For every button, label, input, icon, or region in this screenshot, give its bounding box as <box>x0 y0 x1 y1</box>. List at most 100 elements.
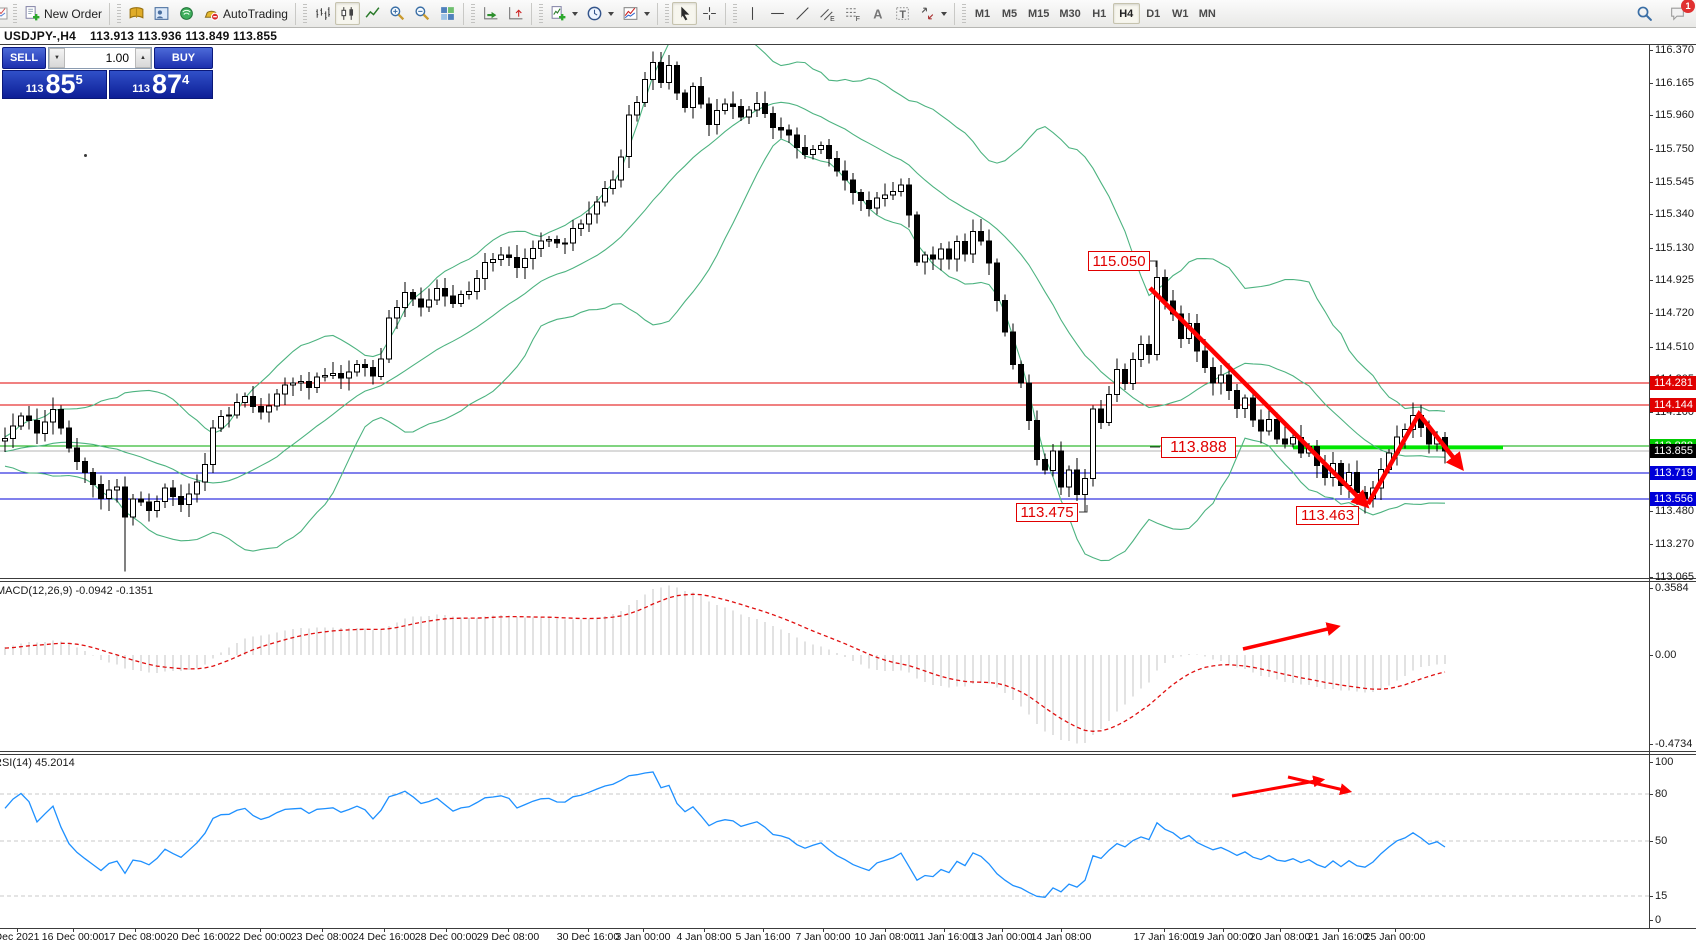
vertical-line-button[interactable] <box>740 2 765 25</box>
periods-button[interactable] <box>582 2 618 25</box>
date-tick-label: 20 Jan 08:00 <box>1249 931 1311 943</box>
toolbar-group-handle[interactable] <box>538 3 543 24</box>
navigator-button[interactable] <box>149 2 174 25</box>
text-label-button[interactable]: T <box>890 2 915 25</box>
tile-windows-button[interactable] <box>435 2 460 25</box>
axis-tick-mark <box>1649 920 1653 921</box>
auto-scroll-button[interactable] <box>478 2 503 25</box>
dropdown-caret-icon[interactable] <box>571 11 578 16</box>
arrows-icon <box>921 7 934 20</box>
timeframe-button-m15[interactable]: M15 <box>1027 7 1050 20</box>
autotrading-button[interactable]: AutoTrading <box>199 2 292 25</box>
fibo-icon: F <box>846 8 860 22</box>
buy-price-display[interactable]: 113 87 4 <box>108 70 213 99</box>
candlestick-chart-button[interactable] <box>334 2 360 25</box>
axis-tick-mark <box>1649 214 1653 215</box>
pane-separator-rsi-a[interactable] <box>0 751 1696 752</box>
crosshair-button[interactable] <box>697 2 722 25</box>
autotrading-icon <box>204 10 220 21</box>
dropdown-caret-icon[interactable] <box>940 11 947 16</box>
fibonacci-button[interactable]: F <box>840 2 865 25</box>
zoom-in-button[interactable] <box>385 2 410 25</box>
level-price-badge: 113.719 <box>1650 466 1696 480</box>
toolbar-group-handle[interactable] <box>664 3 669 24</box>
chart-shift-button[interactable] <box>503 2 528 25</box>
date-tick-label: 23 Dec 08:00 <box>290 931 354 943</box>
volume-input[interactable] <box>65 48 135 68</box>
zoom-out-button[interactable] <box>410 2 435 25</box>
drawn-red-arrow[interactable] <box>1242 622 1341 651</box>
macd-pane-canvas[interactable] <box>0 582 1649 751</box>
rsi-pane-canvas[interactable] <box>0 755 1649 928</box>
main-chart-canvas[interactable] <box>0 45 1649 578</box>
chart-object-dot <box>84 154 87 157</box>
pane-separator-macd-a[interactable] <box>0 578 1696 579</box>
price-tick-label: 113.065 <box>1655 571 1694 583</box>
timeframe-button-mn[interactable]: MN <box>1198 7 1216 20</box>
dropdown-caret-icon[interactable] <box>643 11 650 16</box>
axis-tick-mark <box>1649 544 1653 545</box>
market-watch-button[interactable] <box>124 2 149 25</box>
toolbar-separator <box>724 2 726 25</box>
date-tick-label: 21 Jan 16:00 <box>1307 931 1369 943</box>
timeframe-button-m30[interactable]: M30 <box>1059 7 1081 20</box>
chat-button[interactable]: 1 <box>1665 0 1695 25</box>
pane-separator-rsi-b[interactable] <box>0 754 1696 755</box>
date-tick-label: 19 Jan 00:00 <box>1192 931 1254 943</box>
horizontal-line-button[interactable] <box>765 2 790 25</box>
buy-button[interactable]: BUY <box>154 47 213 69</box>
sell-button[interactable]: SELL <box>2 47 46 69</box>
volume-increase-button[interactable]: ▲ <box>135 48 151 68</box>
timeframe-button-w1[interactable]: W1 <box>1172 7 1189 20</box>
price-tick-label: 0 <box>1655 914 1662 926</box>
timeframe-button-d1[interactable]: D1 <box>1146 7 1161 20</box>
svg-text:T: T <box>899 9 906 21</box>
trendline-button[interactable] <box>790 2 815 25</box>
sell-price-display[interactable]: 113 85 5 <box>2 70 107 99</box>
timeframe-button-h1[interactable]: H1 <box>1092 7 1107 20</box>
axis-tick-mark <box>1649 896 1653 897</box>
volume-decrease-button[interactable]: ▼ <box>49 48 65 68</box>
price-annotation-label[interactable]: 113.475 <box>1016 503 1078 522</box>
indicators-button[interactable] <box>546 2 582 25</box>
timeframe-button-h4[interactable]: H4 <box>1112 3 1140 24</box>
text-button[interactable]: A <box>865 2 890 25</box>
notification-badge: 1 <box>1681 0 1695 13</box>
drawn-red-arrow[interactable] <box>1366 409 1464 506</box>
date-tick-mark <box>1061 928 1062 932</box>
cursor-button[interactable] <box>671 2 697 25</box>
arrows-button[interactable] <box>915 2 951 25</box>
price-annotation-label[interactable]: 113.463 <box>1296 506 1359 525</box>
price-tick-label: 0.00 <box>1655 649 1677 661</box>
axis-tick-mark <box>1649 280 1653 281</box>
toolbar-group-handle[interactable] <box>732 3 737 24</box>
price-annotation-label[interactable]: 113.888 <box>1161 437 1236 458</box>
bar-chart-button[interactable] <box>310 2 335 25</box>
date-tick-label: 30 Dec 16:00 <box>556 931 620 943</box>
drawn-red-arrow[interactable] <box>1287 775 1353 796</box>
drawn-red-arrow[interactable] <box>1148 286 1370 509</box>
timeframe-button-m1[interactable]: M1 <box>974 7 991 20</box>
terminal-button[interactable] <box>174 2 199 25</box>
main-toolbar: New Order AutoTrading E F A T M1 M5 M15 M30 H1 H4 D1… <box>0 0 1696 28</box>
timeframe-button-m5[interactable]: M5 <box>1001 7 1018 20</box>
line-chart-button[interactable] <box>360 2 385 25</box>
pane-separator-macd-b[interactable] <box>0 581 1696 582</box>
toolbar-group-handle[interactable] <box>470 3 475 24</box>
equidistant-channel-button[interactable]: E <box>815 2 840 25</box>
search-button[interactable] <box>1632 2 1657 25</box>
toolbar-group-handle[interactable] <box>13 3 17 24</box>
templates-button[interactable] <box>618 2 654 25</box>
price-annotation-label[interactable]: 115.050 <box>1088 251 1150 271</box>
date-tick-mark <box>588 928 589 932</box>
toolbar-group-handle[interactable] <box>961 3 966 24</box>
toolbar-group-handle[interactable] <box>117 3 122 24</box>
date-tick-label: 28 Dec 00:00 <box>414 931 478 943</box>
horizontal-level-lines[interactable] <box>0 382 1649 500</box>
toolbar-group-handle[interactable] <box>302 3 307 24</box>
chart-frame-top <box>0 44 1696 45</box>
new-order-button[interactable]: New Order <box>20 2 106 25</box>
dropdown-caret-icon[interactable] <box>607 11 614 16</box>
buy-price-sup: 4 <box>182 72 190 87</box>
